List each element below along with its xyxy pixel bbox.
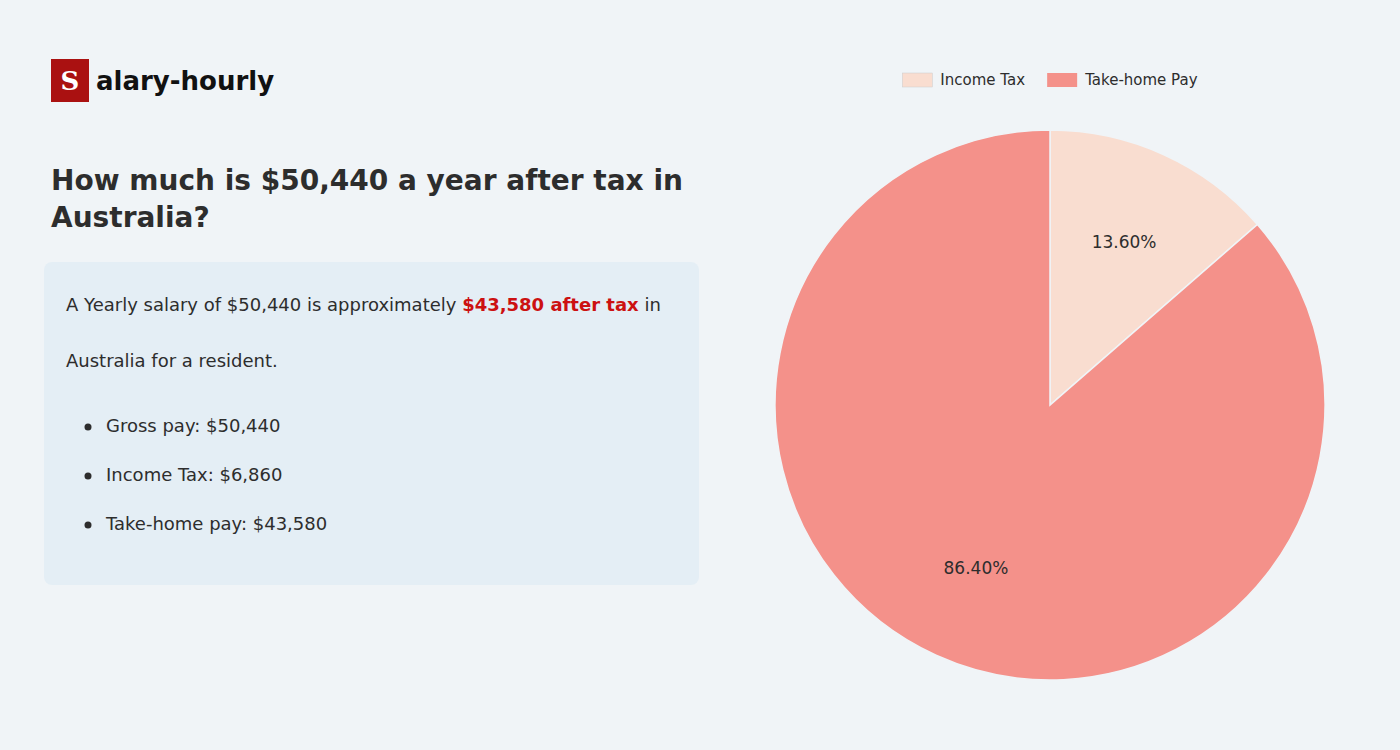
data-label: 13.60%	[1092, 232, 1157, 252]
pie-slice	[775, 130, 1325, 680]
data-label: 86.40%	[944, 558, 1009, 578]
legend: Income Tax Take-home Pay	[902, 71, 1197, 89]
summary-part: $43,580 after tax	[462, 294, 639, 315]
bullet-text: Gross pay: $50,440	[106, 415, 280, 436]
bullet	[85, 522, 92, 529]
bullet-text: Take-home pay: $43,580	[105, 513, 327, 534]
bullet	[85, 424, 92, 431]
title-line: How much is $50,440 a year after tax in	[51, 164, 683, 197]
title: How much is $50,440 a year after tax in A…	[51, 164, 683, 233]
legend-label: Take-home Pay	[1084, 71, 1198, 89]
legend-item: Income Tax	[902, 71, 1025, 89]
summary-part: A Yearly salary of $50,440 is approximat…	[66, 294, 462, 315]
summary-line: Australia for a resident.	[66, 350, 278, 371]
data-labels: 13.60% 86.40%	[944, 232, 1157, 577]
logo-box	[51, 59, 89, 102]
summary-line: A Yearly salary of $50,440 is approximat…	[66, 294, 661, 315]
chart: Salary-hourly How much is $50,440 a year …	[0, 0, 1400, 750]
info-box	[44, 262, 699, 585]
text-panel: Salary-hourly How much is $50,440 a year …	[44, 59, 699, 585]
logo-text: alary-hourly	[96, 66, 274, 96]
logo-letter: S	[61, 66, 80, 96]
background	[0, 0, 1400, 750]
bullet-text: Income Tax: $6,860	[106, 464, 282, 485]
pie	[775, 130, 1325, 680]
legend-swatch	[1047, 73, 1077, 87]
title-line: Australia?	[51, 201, 210, 234]
legend-item: Take-home Pay	[1047, 71, 1198, 89]
legend-label: Income Tax	[940, 71, 1025, 89]
legend-swatch	[902, 73, 932, 87]
summary-part: in	[639, 294, 661, 315]
bullet	[85, 473, 92, 480]
